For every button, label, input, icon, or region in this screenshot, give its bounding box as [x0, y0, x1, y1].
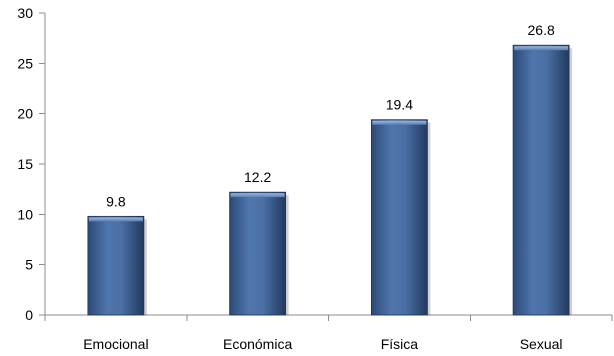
x-axis: Emocional Económica Física Sexual [44, 314, 613, 352]
y-tick-label: 5 [25, 257, 33, 273]
bar-económica [229, 191, 287, 316]
x-tick-label: Económica [223, 336, 292, 352]
bar-top-highlight [372, 120, 427, 125]
data-label: 26.8 [528, 22, 555, 38]
bars-group [87, 44, 573, 316]
bar-top-highlight [514, 46, 569, 51]
y-tick-label: 25 [17, 55, 33, 71]
bar-top-highlight [230, 193, 285, 198]
x-tick-label: Emocional [83, 336, 148, 352]
bar-top-highlight [88, 217, 143, 222]
y-tick-label: 0 [25, 307, 33, 323]
data-labels-group: 9.8 12.2 19.4 26.8 [106, 22, 555, 209]
y-tick-label: 20 [17, 106, 33, 122]
x-tick-label: Física [381, 336, 419, 352]
data-label: 19.4 [386, 97, 413, 113]
y-axis: 0 5 10 15 20 25 30 [17, 5, 46, 323]
data-label: 9.8 [106, 193, 126, 209]
data-label: 12.2 [244, 169, 271, 185]
x-tick-label: Sexual [520, 336, 563, 352]
y-tick-label: 15 [17, 156, 33, 172]
bar-emocional [87, 215, 145, 316]
y-tick-label: 10 [17, 206, 33, 222]
bar-física [370, 119, 428, 316]
bar-sexual [512, 44, 570, 316]
y-tick-label: 30 [17, 5, 33, 21]
